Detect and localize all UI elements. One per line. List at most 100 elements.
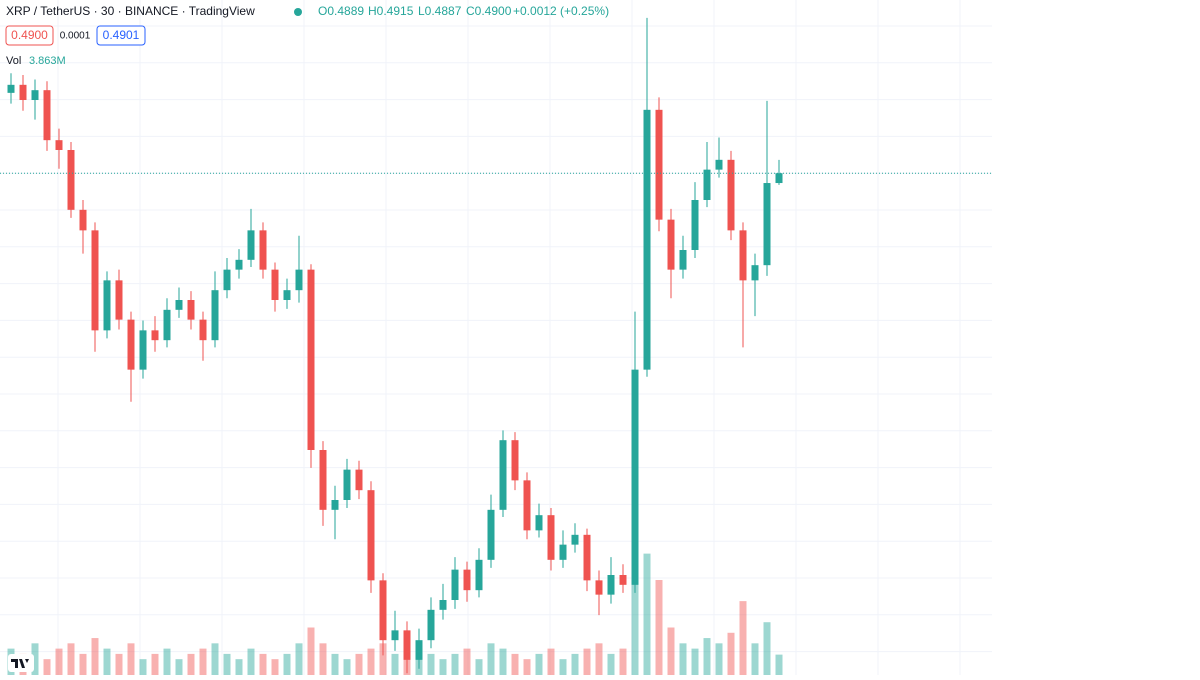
candle-body — [679, 250, 687, 270]
candle-body — [547, 515, 555, 560]
volume-bar — [691, 648, 699, 675]
volume-bar — [187, 653, 195, 675]
candle-body — [163, 309, 171, 341]
volume-bar — [139, 659, 147, 675]
volume-bar — [271, 659, 279, 675]
candle-body — [775, 173, 783, 184]
volume-bar — [667, 627, 675, 675]
volume-bar — [547, 648, 555, 675]
candle-body — [475, 559, 483, 591]
volume-bar — [643, 553, 651, 675]
volume-bar — [247, 648, 255, 675]
candle-body — [583, 534, 591, 581]
volume-bar — [163, 648, 171, 675]
tradingview-logo[interactable] — [8, 654, 34, 672]
candle-body — [7, 84, 15, 93]
logo-mark[interactable] — [11, 659, 29, 668]
candle-body — [319, 450, 327, 510]
volume-bar — [127, 643, 135, 675]
volume-bar — [223, 653, 231, 675]
candle-body — [139, 330, 147, 370]
candle-body — [535, 515, 543, 531]
ohlc-low: L0.4887 — [418, 4, 462, 18]
candle-body — [415, 640, 423, 660]
candle-body — [703, 169, 711, 200]
ohlc-open: O0.4889 — [318, 4, 364, 18]
candle-body — [727, 159, 735, 231]
candle-body — [115, 280, 123, 320]
volume-bar — [151, 653, 159, 675]
candle-body — [463, 569, 471, 591]
candle-body — [571, 534, 579, 545]
volume-bar — [655, 580, 663, 675]
candle-body — [499, 440, 507, 510]
volume-bar — [571, 653, 579, 675]
volume-bar — [619, 648, 627, 675]
ask-price[interactable]: 0.4901 — [103, 28, 140, 42]
volume-bar — [427, 653, 435, 675]
volume-bar — [31, 643, 39, 675]
candle-body — [595, 580, 603, 595]
volume-bar — [727, 632, 735, 675]
candle-body — [151, 330, 159, 341]
volume-bar — [295, 643, 303, 675]
candle-body — [295, 269, 303, 291]
volume-bar — [439, 659, 447, 675]
candle-body — [511, 440, 519, 481]
candle-body — [751, 265, 759, 281]
candle-body — [631, 369, 639, 585]
candle-body — [559, 544, 567, 560]
candle-body — [403, 630, 411, 660]
candle-body — [187, 300, 195, 320]
status-dot — [294, 8, 302, 16]
volume-bar — [259, 653, 267, 675]
candle-body — [307, 269, 315, 450]
candle-body — [439, 600, 447, 610]
volume-bar — [631, 516, 639, 675]
volume-bar — [367, 648, 375, 675]
volume-bar — [511, 653, 519, 675]
candle-body — [247, 230, 255, 260]
candle-body — [259, 230, 267, 270]
volume-bar — [535, 653, 543, 675]
volume-bar — [607, 653, 615, 675]
candle-body — [235, 259, 243, 270]
price-pane — [0, 17, 992, 674]
candle-body — [223, 269, 231, 291]
candle-body — [283, 290, 291, 300]
candle-body — [691, 200, 699, 250]
ohlc-change: +0.0012 (+0.25%) — [513, 4, 609, 18]
candle-body — [451, 569, 459, 600]
symbol-title: XRP / TetherUS · 30 · BINANCE · TradingV… — [6, 4, 255, 18]
bid-box[interactable] — [5, 25, 54, 46]
volume-bar — [391, 653, 399, 675]
candle-body — [523, 480, 531, 531]
candle-body — [331, 500, 339, 510]
volume-bar — [331, 653, 339, 675]
candle-body — [379, 580, 387, 641]
volume-bar — [199, 648, 207, 675]
candle-body — [715, 159, 723, 170]
legend: XRP / TetherUS · 30 · BINANCE · TradingV… — [5, 4, 609, 67]
candle-body — [643, 109, 651, 370]
volume-bar — [91, 638, 99, 675]
candle-body — [343, 469, 351, 500]
candle-body — [391, 630, 399, 641]
volume-title: Vol — [6, 55, 21, 67]
volume-bar — [739, 601, 747, 675]
candle-body — [79, 209, 87, 231]
candle-body — [763, 183, 771, 266]
candle-body — [19, 84, 27, 100]
candle-body — [91, 230, 99, 331]
volume-bar — [451, 653, 459, 675]
ask-box[interactable] — [96, 25, 146, 46]
candle-body — [667, 219, 675, 270]
candle-body — [43, 90, 51, 141]
volume-bar — [583, 648, 591, 675]
bid-price[interactable]: 0.4900 — [11, 28, 48, 42]
candle-body — [127, 319, 135, 370]
volume-bar — [751, 643, 759, 675]
volume-bar — [211, 643, 219, 675]
